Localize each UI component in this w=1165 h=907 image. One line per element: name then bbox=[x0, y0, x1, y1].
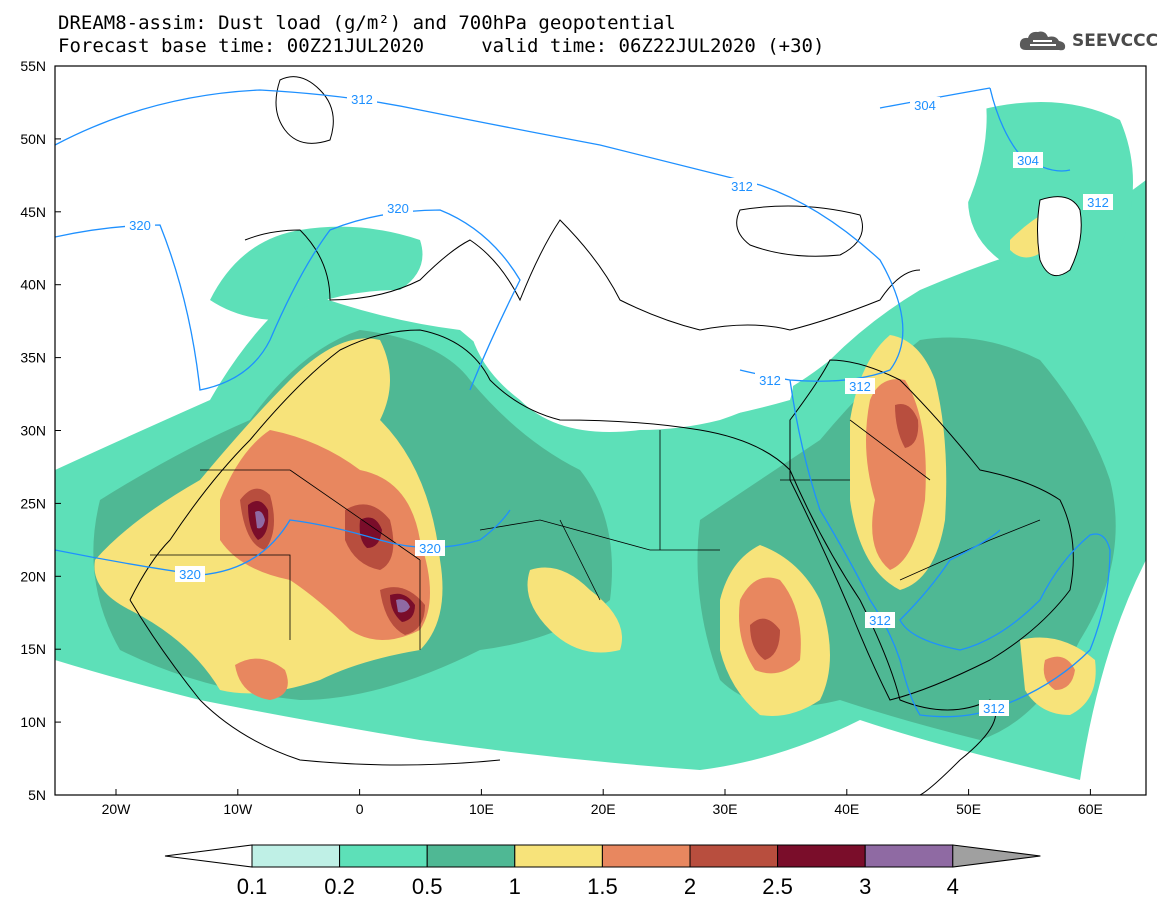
colorbar-tick-label: 0.5 bbox=[412, 874, 443, 899]
contour-labels: 312 304 304 312 320 320 312 312 312 312 320 320 312 bbox=[125, 91, 1113, 716]
contour-label-bg bbox=[415, 540, 445, 556]
contour-label: 320 bbox=[129, 218, 151, 233]
lat-tick-label: 35N bbox=[20, 350, 46, 366]
dust-1-chad bbox=[527, 567, 622, 653]
contour-label-bg bbox=[845, 378, 875, 394]
dust-2d bbox=[750, 618, 780, 660]
dust-3b bbox=[359, 517, 382, 548]
lon-tick-label: 30E bbox=[713, 801, 738, 817]
colorbar: 0.1 0.2 0.5 1 1.5 2 2.5 3 4 bbox=[164, 844, 1041, 899]
lat-tick-label: 5N bbox=[28, 787, 46, 803]
contour-label: 312 bbox=[849, 379, 871, 394]
logo-text: SEEVCCC bbox=[1072, 31, 1159, 51]
coastline-europe bbox=[244, 219, 921, 331]
contour-320-north bbox=[55, 209, 521, 391]
contour-label: 312 bbox=[1087, 195, 1109, 210]
map-title: DREAM8-assim: Dust load (g/m²) and 700hP… bbox=[58, 12, 676, 34]
colorbar-under-arrow bbox=[164, 844, 253, 868]
colorbar-swatch bbox=[864, 844, 954, 868]
contour-label-bg bbox=[755, 372, 785, 388]
colorbar-swatch bbox=[339, 844, 428, 868]
lat-tick-label: 10N bbox=[20, 714, 46, 730]
colorbar-tick-label: 2 bbox=[684, 874, 696, 899]
lat-tick-label: 25N bbox=[20, 495, 46, 511]
colorbar-tick-label: 0.1 bbox=[237, 874, 268, 899]
lat-tick-label: 20N bbox=[20, 568, 46, 584]
contour-320-south bbox=[55, 509, 511, 576]
colorbar-tick-label: 0.2 bbox=[324, 874, 355, 899]
coastline-africa bbox=[129, 329, 997, 795]
contour-label-bg bbox=[979, 700, 1009, 716]
coastline-arabia bbox=[789, 359, 1074, 701]
lon-tick-label: 20W bbox=[102, 801, 132, 817]
colorbar-swatch bbox=[777, 844, 866, 868]
contour-label-bg bbox=[1083, 194, 1113, 210]
lat-tick-label: 55N bbox=[20, 58, 46, 74]
dust-2e bbox=[895, 404, 919, 448]
contour-label-bg bbox=[1013, 152, 1043, 168]
seevccc-logo: SEEVCCC bbox=[1018, 27, 1158, 55]
lon-tick-label: 40E bbox=[834, 801, 859, 817]
colorbar-tick-label: 1.5 bbox=[587, 874, 618, 899]
dust-band-north bbox=[210, 226, 423, 320]
colorbar-tick-label: 3 bbox=[859, 874, 871, 899]
lon-tick-label: 50E bbox=[956, 801, 981, 817]
lon-tick-label: 0 bbox=[356, 801, 364, 817]
contour-label-bg bbox=[865, 612, 895, 628]
colorbar-swatch bbox=[426, 844, 516, 868]
clean-mediterranean bbox=[470, 300, 794, 432]
contour-label-bg bbox=[383, 200, 413, 216]
contour-label: 312 bbox=[351, 92, 373, 107]
contour-label: 312 bbox=[869, 613, 891, 628]
coastline-uk bbox=[275, 76, 334, 144]
lat-tick-label: 30N bbox=[20, 423, 46, 439]
dust-4b bbox=[396, 599, 410, 613]
lon-tick-label: 10E bbox=[469, 801, 494, 817]
cloud-icon bbox=[1019, 31, 1066, 51]
contour-label: 312 bbox=[983, 701, 1005, 716]
colorbar-tick-label: 2.5 bbox=[762, 874, 793, 899]
colorbar-swatch bbox=[514, 844, 603, 868]
contour-label: 312 bbox=[759, 373, 781, 388]
contour-label: 304 bbox=[914, 98, 936, 113]
black-sea bbox=[736, 205, 863, 257]
contour-label-bg bbox=[175, 566, 205, 582]
colorbar-swatch bbox=[601, 844, 691, 868]
dust-15 bbox=[220, 430, 430, 640]
colorbar-tick-label: 4 bbox=[947, 874, 959, 899]
country-borders bbox=[150, 419, 1041, 650]
contour-label-bg bbox=[125, 217, 155, 233]
contour-label: 304 bbox=[1017, 153, 1039, 168]
contour-label-bg bbox=[347, 91, 377, 107]
dust-15-south bbox=[235, 658, 288, 700]
colorbar-swatch bbox=[251, 844, 341, 868]
lat-tick-label: 45N bbox=[20, 204, 46, 220]
colorbar-tick-label: 1 bbox=[509, 874, 521, 899]
contour-label-bg bbox=[727, 178, 757, 194]
contour-312-east bbox=[789, 379, 1111, 718]
forecast-times: Forecast base time: 00Z21JUL2020 valid t… bbox=[58, 35, 825, 57]
colorbar-swatch bbox=[689, 844, 779, 868]
contour-label: 320 bbox=[387, 201, 409, 216]
lon-tick-label: 20E bbox=[591, 801, 616, 817]
dust-band-caspian bbox=[966, 102, 1133, 268]
map-axes: 55N 50N 45N 40N 35N 30N 25N 20N 15N 10N 5N 20W 10W 0 1… bbox=[20, 58, 1103, 817]
lon-tick-label: 60E bbox=[1078, 801, 1103, 817]
contour-312-north bbox=[55, 89, 904, 382]
lat-tick-label: 15N bbox=[20, 641, 46, 657]
lat-tick-label: 50N bbox=[20, 131, 46, 147]
contour-label-bg bbox=[910, 97, 940, 113]
lon-tick-label: 10W bbox=[223, 801, 253, 817]
contour-label: 320 bbox=[179, 567, 201, 582]
caspian-sea bbox=[1037, 196, 1082, 277]
colorbar-over-arrow bbox=[952, 844, 1041, 868]
contour-label: 312 bbox=[731, 179, 753, 194]
contour-label: 320 bbox=[419, 541, 441, 556]
dust-field bbox=[55, 66, 1146, 795]
dust-4 bbox=[255, 511, 265, 529]
lat-tick-label: 40N bbox=[20, 277, 46, 293]
